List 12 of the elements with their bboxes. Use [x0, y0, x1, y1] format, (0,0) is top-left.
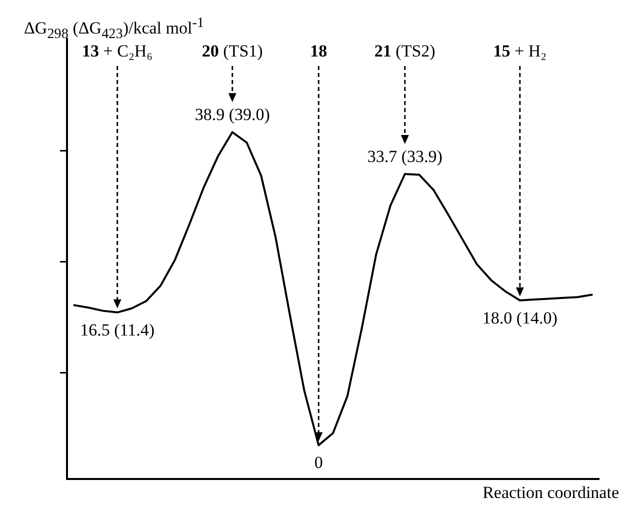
annotation: 21 (TS2)	[374, 41, 436, 60]
data-label: 33.7 (33.9)	[367, 146, 442, 166]
annotation: 15 + H₂	[493, 41, 547, 60]
data-label: 38.9 (39.0)	[194, 105, 270, 124]
annotation: 13 + C₂H₆	[82, 41, 153, 60]
data-label: 16.5 (11.4)	[80, 320, 155, 340]
data-label: 18.0 (14.0)	[482, 308, 558, 328]
y-axis-title: ΔG$_{298}$ (ΔG$_{423}$)/kcal mol$^{-1}$	[23, 14, 206, 42]
x-axis-title: Reaction coordinate	[482, 483, 620, 503]
annotation: 20 (TS1)	[202, 41, 263, 60]
annotation: 18	[310, 41, 328, 60]
data-label: 0	[314, 453, 323, 472]
